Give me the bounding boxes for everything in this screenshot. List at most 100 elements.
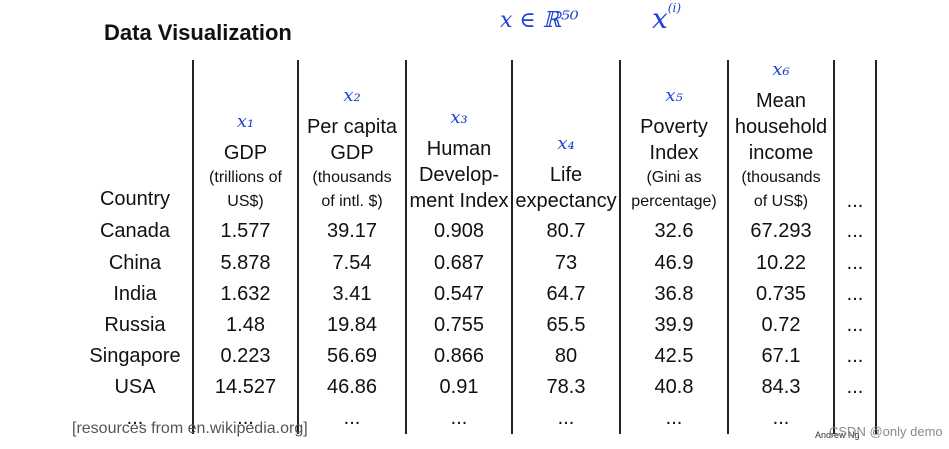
header-line: Poverty <box>640 116 708 138</box>
value-cell <box>833 403 877 434</box>
column-header: x₄ Life expectancy <box>511 60 620 214</box>
table-body: Canada 1.577 39.17 0.908 80.7 32.6 67.293... Ch… <box>78 214 877 434</box>
feature-label: x₄ <box>557 133 575 154</box>
source-note: [resources from en.wikipedia.org] <box>72 420 308 437</box>
handwritten-x-in-r: x ∈ ℝ⁵⁰ <box>500 8 579 33</box>
value-cell: 84.3 <box>727 372 834 403</box>
country-cell: ... <box>126 407 144 429</box>
feature-label: x₂ <box>343 85 361 106</box>
value-cell: 67.1 <box>727 341 834 372</box>
column-header: x₅ Poverty Index (Gini as percentage) <box>619 60 728 214</box>
value-cell: 65.5 <box>511 310 620 341</box>
value-cell: 67.293 <box>727 214 834 248</box>
value-cell: 0.866 <box>405 341 512 372</box>
country-cell: India <box>113 283 157 305</box>
value-cell: 1.48 <box>192 310 298 341</box>
header-line: Develop- <box>418 164 500 186</box>
header-line: ... <box>846 190 864 212</box>
value-cell: 73 <box>511 248 620 279</box>
value-cell: 42.5 <box>619 341 728 372</box>
data-table: Country x₁ GDP (trillions of US$) x₂ Per capit… <box>78 60 877 434</box>
value-cell: 40.8 <box>619 372 728 403</box>
table-row: Russia 1.48 19.84 0.755 65.5 39.9 0.72... <box>78 310 877 341</box>
column-header: Country <box>78 60 193 214</box>
value-cell: 1.632 <box>192 279 298 310</box>
page-title: Data Visualization <box>104 20 292 45</box>
header-line: Human <box>426 138 492 160</box>
header-subline: percentage) <box>631 193 717 210</box>
column-header: x₂ Per capita GDP (thousands of intl. $) <box>297 60 406 214</box>
value-cell: ... <box>833 279 877 310</box>
table-row: USA 14.527 46.86 0.91 78.3 40.8 84.3... <box>78 372 877 403</box>
watermark: CSDN @only demo <box>829 424 943 439</box>
header-line: household <box>734 116 828 138</box>
value-cell: 0.91 <box>405 372 512 403</box>
value-cell: 0.223 <box>192 341 298 372</box>
table-row: ..................... <box>78 403 877 434</box>
value-cell: 80.7 <box>511 214 620 248</box>
handwritten-x-superscript: x(i) <box>652 0 681 35</box>
value-cell: 10.22 <box>727 248 834 279</box>
header-line: Index <box>649 142 699 164</box>
value-cell: 39.17 <box>297 214 406 248</box>
header-subline: US$) <box>227 193 264 210</box>
header-line: Life <box>549 164 583 186</box>
value-cell: 46.9 <box>619 248 728 279</box>
header-line: income <box>748 142 814 164</box>
value-cell: 0.72 <box>727 310 834 341</box>
value-cell: 0.687 <box>405 248 512 279</box>
country-cell: USA <box>114 376 156 398</box>
value-cell: 7.54 <box>297 248 406 279</box>
header-line: Mean <box>755 90 807 112</box>
feature-label: x₆ <box>772 59 790 80</box>
header-subline: (trillions of <box>209 169 282 186</box>
author-credit: Andrew Ng <box>815 430 860 440</box>
header-line: expectancy <box>515 190 617 212</box>
value-cell: ... <box>727 403 834 434</box>
header-line: GDP <box>223 142 268 164</box>
country-cell: Singapore <box>89 345 181 367</box>
column-header: x₆ Mean household income (thousands of US$) <box>727 59 834 214</box>
feature-label: x₅ <box>665 85 683 106</box>
value-cell: 0.755 <box>405 310 512 341</box>
value-cell: 5.878 <box>192 248 298 279</box>
value-cell: ... <box>511 403 620 434</box>
country-cell: Russia <box>104 314 166 336</box>
table-row: Singapore 0.223 56.69 0.866 80 42.5 67.1... <box>78 341 877 372</box>
value-cell: ... <box>833 248 877 279</box>
value-cell: 46.86 <box>297 372 406 403</box>
value-cell: 78.3 <box>511 372 620 403</box>
value-cell: 14.527 <box>192 372 298 403</box>
value-cell: ... <box>833 372 877 403</box>
feature-label: x₃ <box>450 107 468 128</box>
value-cell: 32.6 <box>619 214 728 248</box>
value-cell: ... <box>833 341 877 372</box>
value-cell: ... <box>833 214 877 248</box>
header-line: ment Index <box>409 190 509 212</box>
header-line: Per capita <box>306 116 398 138</box>
header-line: Country <box>99 188 171 210</box>
header-subline: of US$) <box>753 193 809 210</box>
value-cell: ... <box>192 403 298 434</box>
column-header: x₃ Human Develop-ment Index <box>405 60 512 214</box>
header-subline: (thousands <box>741 169 821 186</box>
value-cell: 19.84 <box>297 310 406 341</box>
x-base: x <box>652 2 668 35</box>
column-header: x₁ GDP (trillions of US$) <box>192 60 298 214</box>
header-row: Country x₁ GDP (trillions of US$) x₂ Per capit… <box>78 59 877 214</box>
value-cell: 3.41 <box>297 279 406 310</box>
value-cell: ... <box>405 403 512 434</box>
value-cell: 0.908 <box>405 214 512 248</box>
value-cell: 1.577 <box>192 214 298 248</box>
value-cell: 56.69 <box>297 341 406 372</box>
x-exponent: (i) <box>667 0 681 15</box>
column-header: ... <box>833 60 877 214</box>
header-subline: (Gini as <box>646 169 702 186</box>
value-cell: 0.547 <box>405 279 512 310</box>
country-cell: China <box>108 252 162 274</box>
value-cell: 64.7 <box>511 279 620 310</box>
header-subline: (thousands <box>312 169 392 186</box>
table-row: China 5.878 7.54 0.687 73 46.9 10.22... <box>78 248 877 279</box>
country-cell: Canada <box>99 219 171 242</box>
value-cell: ... <box>619 403 728 434</box>
